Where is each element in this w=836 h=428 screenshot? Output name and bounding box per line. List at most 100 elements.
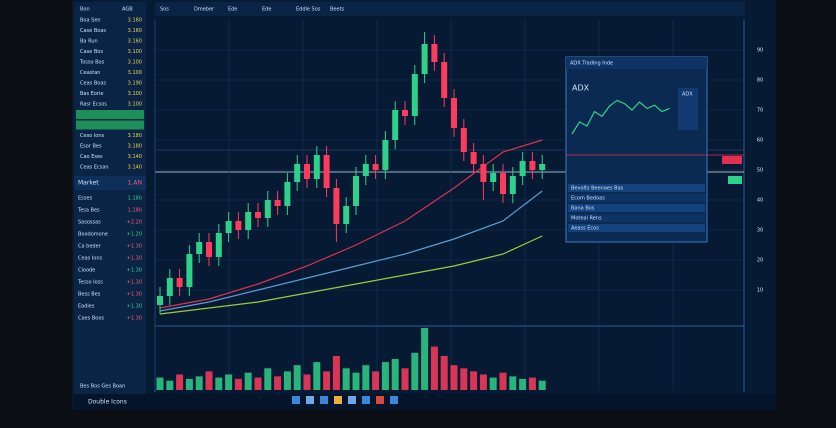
symbol-name: Bas Eorie bbox=[80, 91, 103, 97]
candle-body bbox=[470, 152, 477, 164]
market-name: Eadies bbox=[78, 304, 95, 310]
market-title: Market bbox=[78, 180, 99, 187]
market-change: +1.30 bbox=[127, 292, 142, 298]
symbol-price: 3.140 bbox=[128, 165, 142, 171]
market-change: +2.20 bbox=[127, 220, 142, 226]
candle-body bbox=[206, 242, 212, 257]
volume-bar bbox=[489, 377, 497, 390]
symbol-name: Case Bos bbox=[80, 49, 103, 55]
y-tick-label: 30 bbox=[757, 228, 763, 234]
y-tick-label: 20 bbox=[757, 258, 763, 264]
symbol-name: Ceas Boas bbox=[80, 81, 106, 87]
market-name: Boodomone bbox=[78, 232, 108, 238]
volume-bar bbox=[225, 374, 233, 390]
row-highlight bbox=[76, 110, 144, 119]
market-change: +1.30 bbox=[127, 316, 142, 322]
candle-body bbox=[176, 278, 183, 287]
candle-body bbox=[431, 44, 438, 62]
price-tag-green bbox=[728, 176, 742, 184]
market-change: +1.20 bbox=[127, 232, 142, 238]
volume-bar bbox=[264, 368, 272, 390]
candle-body bbox=[402, 110, 408, 116]
taskbar-icon[interactable] bbox=[376, 396, 384, 404]
market-change: +1.30 bbox=[127, 268, 142, 274]
symbol-price: 3.180 bbox=[128, 144, 142, 150]
volume-bar bbox=[244, 372, 252, 390]
left-panel bbox=[74, 2, 146, 394]
moving-average bbox=[159, 235, 543, 315]
volume-bar bbox=[215, 377, 223, 390]
toolbar-item: Ede bbox=[262, 7, 271, 13]
candle-body bbox=[255, 212, 261, 218]
volume-bar bbox=[479, 374, 487, 390]
toolbar-item: Sos bbox=[160, 7, 169, 13]
row-highlight bbox=[76, 120, 144, 130]
popup-row-text: Aeass Ecos bbox=[571, 226, 599, 232]
candle-body bbox=[490, 173, 497, 182]
candle-body bbox=[333, 188, 340, 224]
toolbar-item: Dmeber bbox=[194, 7, 215, 13]
market-change: 1.180 bbox=[128, 208, 142, 214]
volume-bar bbox=[313, 362, 321, 390]
taskbar bbox=[74, 394, 776, 410]
symbol-name: Boa Sen bbox=[80, 18, 101, 24]
candle-body bbox=[372, 164, 379, 170]
taskbar-icon[interactable] bbox=[306, 396, 314, 404]
market-name: Caes Boos bbox=[78, 316, 104, 322]
candle-body bbox=[529, 161, 536, 170]
market-name: Sasossas bbox=[78, 220, 101, 226]
taskbar-icon[interactable] bbox=[348, 396, 356, 404]
status-text: Bes Bos Ges Boan bbox=[80, 384, 125, 390]
market-change: 1.180 bbox=[128, 196, 142, 202]
candle-body bbox=[519, 161, 526, 176]
taskbar-icon[interactable] bbox=[390, 396, 398, 404]
candle-body bbox=[421, 44, 428, 74]
popup-title: ADX Trading Inde bbox=[570, 61, 613, 67]
volume-bar bbox=[528, 377, 536, 390]
y-tick-label: 70 bbox=[757, 108, 763, 114]
symbol-price: 3.100 bbox=[128, 91, 142, 97]
popup-header bbox=[566, 57, 707, 69]
volume-bar bbox=[421, 328, 429, 390]
symbol-name: Ba Run bbox=[80, 39, 98, 45]
symbol-price: 3.100 bbox=[128, 60, 142, 66]
candle-body bbox=[235, 221, 242, 230]
moving-average bbox=[159, 190, 543, 312]
volume-bar bbox=[254, 377, 262, 390]
candle-body bbox=[451, 98, 457, 128]
taskbar-icon[interactable] bbox=[292, 396, 300, 404]
market-name: Esses bbox=[78, 196, 92, 202]
volume-bar bbox=[195, 376, 203, 390]
market-change: +1.30 bbox=[127, 304, 142, 310]
popup-row bbox=[568, 224, 705, 232]
toolbar-item: AGB bbox=[122, 7, 133, 13]
volume-bar bbox=[323, 371, 331, 390]
volume-bar bbox=[234, 378, 242, 390]
popup-row bbox=[568, 194, 705, 202]
popup-row-text: Moteal Rens bbox=[571, 216, 602, 222]
popup-indicator: ADX bbox=[572, 84, 590, 93]
y-tick-label: 40 bbox=[757, 198, 763, 204]
volume-bar bbox=[499, 372, 507, 390]
volume-bar bbox=[381, 362, 389, 390]
market-name: Ceas Ions bbox=[78, 256, 103, 262]
taskbar-icon[interactable] bbox=[334, 396, 342, 404]
taskbar-icon[interactable] bbox=[320, 396, 328, 404]
candle-body bbox=[225, 221, 232, 233]
popup-price-line bbox=[571, 99, 670, 135]
candle-body bbox=[362, 164, 369, 176]
volume-bar bbox=[509, 376, 517, 390]
volume-bar bbox=[332, 355, 340, 390]
candle-body bbox=[284, 182, 291, 206]
taskbar-icon[interactable] bbox=[362, 396, 370, 404]
toolbar-item: Ede bbox=[228, 7, 237, 13]
candle-body bbox=[500, 173, 506, 194]
candle-body bbox=[382, 140, 389, 170]
symbol-price: 3.100 bbox=[128, 70, 142, 76]
market-name: Tesa Bes bbox=[77, 208, 100, 214]
candle-body bbox=[509, 176, 516, 194]
symbol-name: Case Boas bbox=[80, 28, 106, 34]
candle-body bbox=[304, 164, 310, 179]
